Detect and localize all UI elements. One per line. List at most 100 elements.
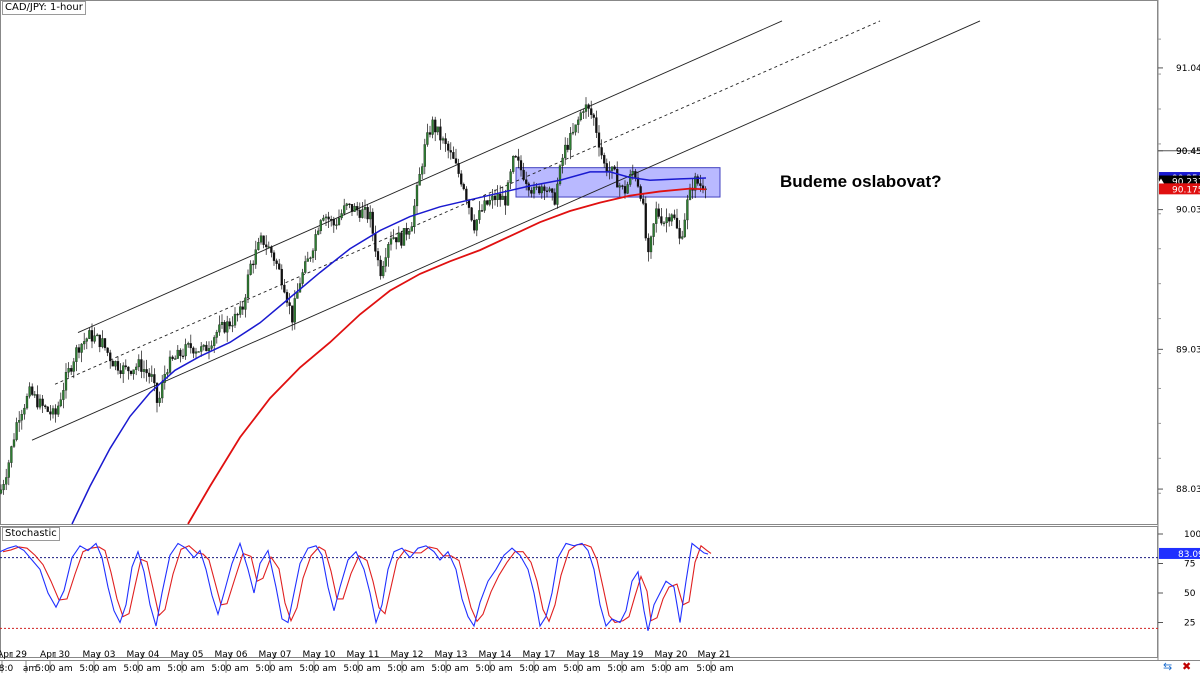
candle-body (317, 230, 320, 235)
candle-body (699, 183, 702, 186)
candle-body (496, 193, 499, 201)
candle-body (387, 244, 390, 258)
time-label: 5:00 am (255, 664, 292, 674)
time-label: 5:00 am (123, 664, 160, 674)
date-label: May 20 (655, 650, 688, 660)
candle-body (577, 119, 580, 125)
stoch-tick-label: 25 (1184, 619, 1195, 629)
candle-body (644, 203, 647, 239)
candle-body (226, 321, 229, 333)
candle-body (400, 232, 403, 246)
candle-body (493, 195, 497, 201)
candle-body (127, 366, 130, 372)
candle-body (301, 272, 304, 284)
candle-body (595, 117, 598, 133)
candle-body (176, 349, 179, 359)
channel-lower-line (31, 20, 981, 441)
stoch-tick-label: 75 (1184, 560, 1195, 570)
candle-body (306, 258, 309, 262)
price-axis[interactable]: 91.04490.45190.03089.03088.03090.451 (1158, 38, 1200, 495)
candle-body (423, 144, 426, 167)
candle-body (623, 186, 627, 194)
candle-body (93, 335, 96, 342)
candle-body (265, 244, 268, 248)
candle-body (200, 346, 203, 352)
candle-body (174, 358, 177, 360)
price-tick-label: 90.451 (1176, 147, 1200, 157)
time-label: 5:00 am (211, 664, 248, 674)
time-label: 5:00 am (563, 664, 600, 674)
candle-body (106, 347, 109, 353)
candle-body (31, 386, 34, 395)
candle-body (254, 249, 257, 265)
candle-body (613, 166, 616, 170)
candle-body (506, 182, 510, 206)
candle-body (36, 394, 39, 408)
candle-body (376, 251, 380, 261)
candle-body (673, 214, 676, 219)
candle-body (675, 217, 679, 229)
candle-body (218, 324, 221, 333)
candle-body (304, 261, 307, 273)
candle-body (566, 144, 569, 150)
channel-mid-line (54, 20, 881, 385)
time-label: 5:00 am (343, 664, 380, 674)
price-pane[interactable] (0, 0, 1158, 525)
candle-body (275, 260, 278, 264)
candle-body (389, 238, 393, 245)
candle-body (309, 257, 312, 259)
candle-body (337, 217, 341, 225)
indicator-pane[interactable] (0, 526, 1158, 658)
candle-body (535, 186, 538, 188)
candle-body (249, 263, 252, 275)
ma-slow-tag-label: 90.175 (1172, 185, 1200, 195)
candle-body (187, 343, 190, 345)
candle-body (491, 195, 494, 201)
time-label: 5:00 am (79, 664, 116, 674)
candle-body (582, 111, 585, 113)
candle-body (109, 352, 112, 362)
candle-body (605, 163, 608, 173)
candle-body (111, 360, 114, 367)
candle-body (392, 237, 395, 239)
candle-body (0, 489, 3, 494)
candle-body (51, 408, 55, 415)
candle-body (83, 341, 86, 345)
candle-body (38, 398, 42, 408)
candle-body (335, 224, 338, 226)
candle-body (10, 446, 13, 463)
candle-body (397, 232, 400, 243)
date-label: May 21 (698, 650, 731, 660)
candle-body (509, 171, 512, 183)
time-axis[interactable]: Apr 29 Apr 30 May 03 May 04 May 05 May 06 May … (0, 650, 734, 674)
candle-body (525, 179, 528, 184)
candle-body (280, 268, 283, 286)
candle-body (475, 219, 478, 231)
candle-body (314, 234, 317, 251)
candle-body (382, 265, 385, 277)
candle-body (233, 313, 237, 326)
candle-body (499, 193, 502, 200)
candle-body (616, 168, 619, 188)
candle-body (584, 104, 588, 112)
date-label: Apr 29 (0, 650, 27, 660)
candle-body (467, 199, 471, 208)
candle-body (402, 228, 406, 246)
candle-body (441, 138, 445, 141)
candle-body (361, 209, 364, 218)
candle-body (652, 223, 655, 237)
current-price-arrow-icon (1158, 178, 1164, 184)
close-icon[interactable]: ✖ (1182, 660, 1192, 673)
indicator-title: Stochastic (2, 527, 60, 541)
candle-body (44, 405, 47, 408)
candle-body (283, 284, 286, 293)
link-icon[interactable]: ⇆ (1163, 660, 1173, 673)
candle-body (501, 195, 504, 200)
candle-body (311, 250, 315, 258)
candle-body (155, 382, 159, 403)
candle-body (327, 216, 330, 220)
date-label: May 19 (611, 650, 644, 660)
candle-body (418, 174, 421, 186)
candle-body (681, 236, 684, 239)
candle-body (148, 372, 151, 377)
